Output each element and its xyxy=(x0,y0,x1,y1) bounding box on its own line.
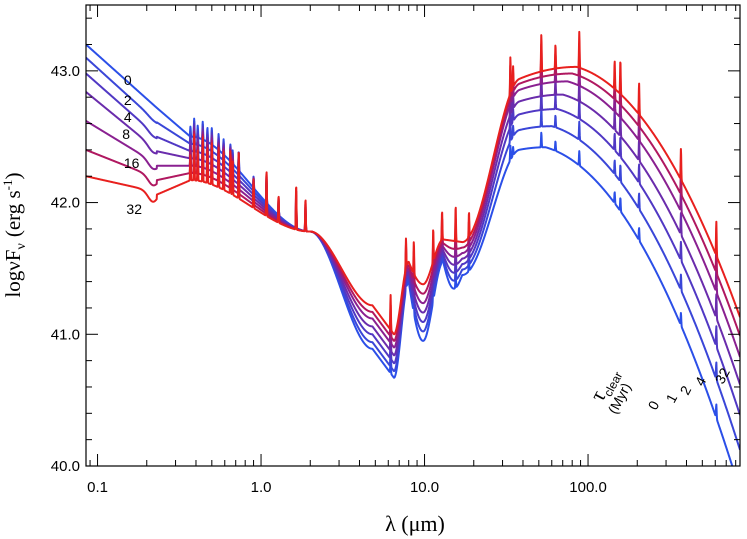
y-axis-label: logνFν (erg s-1) xyxy=(0,172,29,297)
y-axis-label-main: logνF xyxy=(1,250,25,298)
y-tick-label: 42.0 xyxy=(51,195,80,212)
plot-frame xyxy=(85,4,741,467)
y-axis-label-unit: (erg s xyxy=(1,190,25,237)
y-tick-label: 41.0 xyxy=(51,326,80,343)
tau-legend: τclear (Myr) xyxy=(584,369,634,416)
series-line-32 xyxy=(86,30,740,336)
y-axis-label-unit-sup: -1 xyxy=(0,179,15,190)
x-tick-label: 1.0 xyxy=(251,479,272,496)
x-axis-label: λ (μm) xyxy=(385,511,445,536)
curve-label-4: 4 xyxy=(124,109,132,125)
curve-label-8: 8 xyxy=(122,126,130,142)
x-tick-label: 100.0 xyxy=(569,479,607,496)
curve-label-32: 32 xyxy=(126,201,142,217)
series-group xyxy=(86,30,740,466)
tau-legend-value-2: 2 xyxy=(677,383,695,398)
curve-labels-group: 0 248 16 32 xyxy=(122,72,142,217)
svg-text:logνFν(erg s-1): logνFν (erg s-1) xyxy=(0,172,29,297)
y-axis-label-unit-close: ) xyxy=(1,172,25,179)
tau-legend-value-1: 1 xyxy=(663,391,681,406)
ticks-group: 0.1 1.0 10.0 100.0 40.0 41.0 42.0 43.0 xyxy=(51,5,740,496)
x-tick-label: 0.1 xyxy=(87,479,108,496)
curve-label-2: 2 xyxy=(124,92,132,108)
y-axis-label-sub: ν xyxy=(14,243,29,249)
y-tick-label: 40.0 xyxy=(51,458,80,475)
curve-label-16: 16 xyxy=(124,155,140,171)
curve-label-0: 0 xyxy=(124,72,132,88)
tau-legend-value-0: 0 xyxy=(645,398,663,413)
y-tick-label: 43.0 xyxy=(51,63,80,80)
x-tick-label: 10.0 xyxy=(410,479,439,496)
tau-legend-value-32: 32 xyxy=(712,365,734,386)
series-line-8 xyxy=(86,53,740,358)
